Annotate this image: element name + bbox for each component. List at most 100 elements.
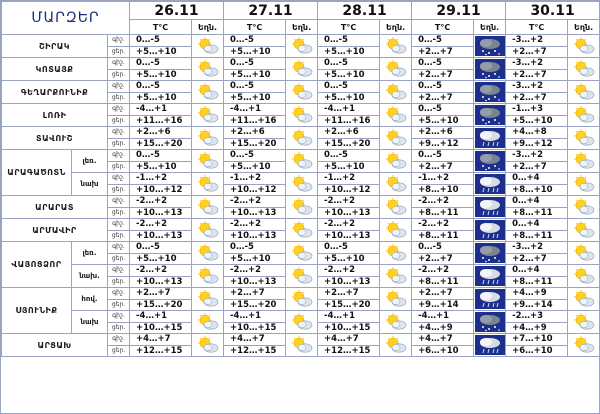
day-temp: +2…+7	[411, 160, 475, 173]
sun-cloud-icon	[285, 310, 319, 334]
night-temp: -2…+3	[505, 310, 569, 323]
day-label: ցեր.	[106, 91, 131, 104]
day-temp: +8…+11	[411, 206, 475, 219]
forecast-row: ցեր. +10…+12 +10…+12 +10…+12 +8…+10 +8…+10	[2, 183, 600, 196]
day-temp: +5…+10	[411, 114, 475, 127]
day-temp: +10…+12	[223, 183, 287, 196]
night-temp: +2…+7	[129, 287, 193, 300]
snow-cloud-icon	[473, 310, 507, 334]
day-temp: +5…+10	[129, 252, 193, 265]
region-name: ՎԱՅՈՑՁՈՐ	[1, 241, 72, 288]
day-temp: +2…+7	[411, 91, 475, 104]
day-temp: +10…+13	[223, 206, 287, 219]
sun-cloud-icon	[191, 264, 225, 288]
day-temp: +2…+7	[411, 252, 475, 265]
night-label: գիշ.	[106, 241, 131, 254]
sun-cloud-icon	[379, 103, 413, 127]
day-temp: +5…+10	[223, 252, 287, 265]
night-temp: 0…-5	[129, 57, 193, 70]
night-temp: 0…-5	[223, 34, 287, 47]
day-temp: +15…+20	[317, 298, 381, 311]
sun-cloud-icon	[285, 287, 319, 311]
sun-cloud-icon	[567, 310, 600, 334]
night-temp: +2…+7	[411, 287, 475, 300]
day-temp: +2…+7	[505, 45, 569, 58]
weather-col-header: Եղն.	[379, 19, 413, 35]
day-temp: +10…+13	[317, 275, 381, 288]
sun-cloud-icon	[191, 57, 225, 81]
forecast-row: ԱՐԱԳԱԾՈՏՆ լեռ. գիշ. 0…-5 0…-5 0…-5 0…-5 -3…+2	[1, 149, 600, 196]
date-header: 29.11	[411, 1, 507, 20]
day-temp: +5…+10	[317, 45, 381, 58]
forecast-row: ԱՐԱՐԱՏ գիշ. -2…+2 -2…+2 -2…+2 -2…+2 0…+4	[1, 195, 600, 219]
day-temp: +5…+10	[223, 45, 287, 58]
sun-cloud-icon	[191, 241, 225, 265]
sun-cloud-icon	[285, 126, 319, 150]
night-temp: +2…+6	[129, 126, 193, 139]
subregion-name: լեռ.	[71, 149, 108, 173]
sun-cloud-icon	[285, 172, 319, 196]
rain-cloud-icon	[473, 126, 507, 150]
sun-cloud-icon	[379, 126, 413, 150]
sun-cloud-icon	[567, 126, 600, 150]
night-temp: -4…+1	[411, 310, 475, 323]
day-temp: +8…+11	[505, 229, 569, 242]
night-temp: +4…+7	[129, 333, 193, 346]
night-temp: 0…+4	[505, 264, 569, 277]
day-temp: +5…+10	[317, 91, 381, 104]
day-label: ցեր.	[106, 229, 131, 242]
day-temp: +2…+7	[505, 91, 569, 104]
region-name: ՍՅՈՒՆԻՔ	[1, 287, 72, 334]
snow-cloud-icon	[473, 57, 507, 81]
night-temp: 0…-5	[129, 80, 193, 93]
date-header: 28.11	[317, 1, 413, 20]
date-header: 30.11	[505, 1, 600, 20]
night-label: գիշ.	[106, 333, 131, 346]
night-temp: +4…+7	[411, 333, 475, 346]
region-name: ԼՈՌԻ	[1, 103, 108, 127]
night-temp: +2…+7	[317, 287, 381, 300]
snow-cloud-icon	[473, 34, 507, 58]
sun-cloud-icon	[191, 287, 225, 311]
night-temp: +4…+9	[505, 287, 569, 300]
night-label: գիշ.	[106, 310, 131, 323]
night-temp: 0…-5	[223, 149, 287, 162]
night-temp: 0…-5	[317, 34, 381, 47]
rain-cloud-icon	[473, 172, 507, 196]
night-temp: -4…+1	[223, 103, 287, 116]
region-name: ԱՐՑԱԽ	[1, 333, 108, 357]
temp-col-header: T°C	[223, 19, 287, 35]
night-label: գիշ.	[106, 287, 131, 300]
regions-header: ՄԱՐԶԵՐ	[0, 1, 131, 35]
day-temp: +15…+20	[223, 298, 287, 311]
night-temp: +4…+7	[223, 333, 287, 346]
day-temp: +5…+10	[129, 91, 193, 104]
sun-cloud-icon	[285, 80, 319, 104]
forecast-row: ցեր. +10…+15 +10…+15 +10…+15 +4…+9 +4…+9	[2, 321, 600, 334]
region-name: ԱՐԱՐԱՏ	[1, 195, 108, 219]
day-label: ցեր.	[106, 252, 131, 265]
day-temp: +10…+13	[129, 206, 193, 219]
night-temp: -2…+2	[317, 264, 381, 277]
night-temp: 0…-5	[411, 149, 475, 162]
night-label: գիշ.	[106, 80, 131, 93]
day-label: ցեր.	[106, 206, 131, 219]
rain-cloud-icon	[473, 195, 507, 219]
night-temp: 0…-5	[317, 80, 381, 93]
night-temp: 0…-5	[317, 149, 381, 162]
snow-cloud-icon	[473, 80, 507, 104]
day-label: ցեր.	[106, 321, 131, 334]
day-temp: +10…+15	[317, 321, 381, 334]
sun-cloud-icon	[191, 103, 225, 127]
day-temp: +5…+10	[129, 68, 193, 81]
sun-cloud-icon	[285, 195, 319, 219]
day-temp: +5…+10	[129, 45, 193, 58]
sun-cloud-icon	[285, 218, 319, 242]
sun-cloud-icon	[191, 195, 225, 219]
rain-cloud-icon	[473, 218, 507, 242]
temp-col-header: T°C	[317, 19, 381, 35]
day-label: ցեր.	[106, 137, 131, 150]
day-temp: +8…+11	[505, 206, 569, 219]
subregion-name: հով.	[71, 287, 108, 311]
